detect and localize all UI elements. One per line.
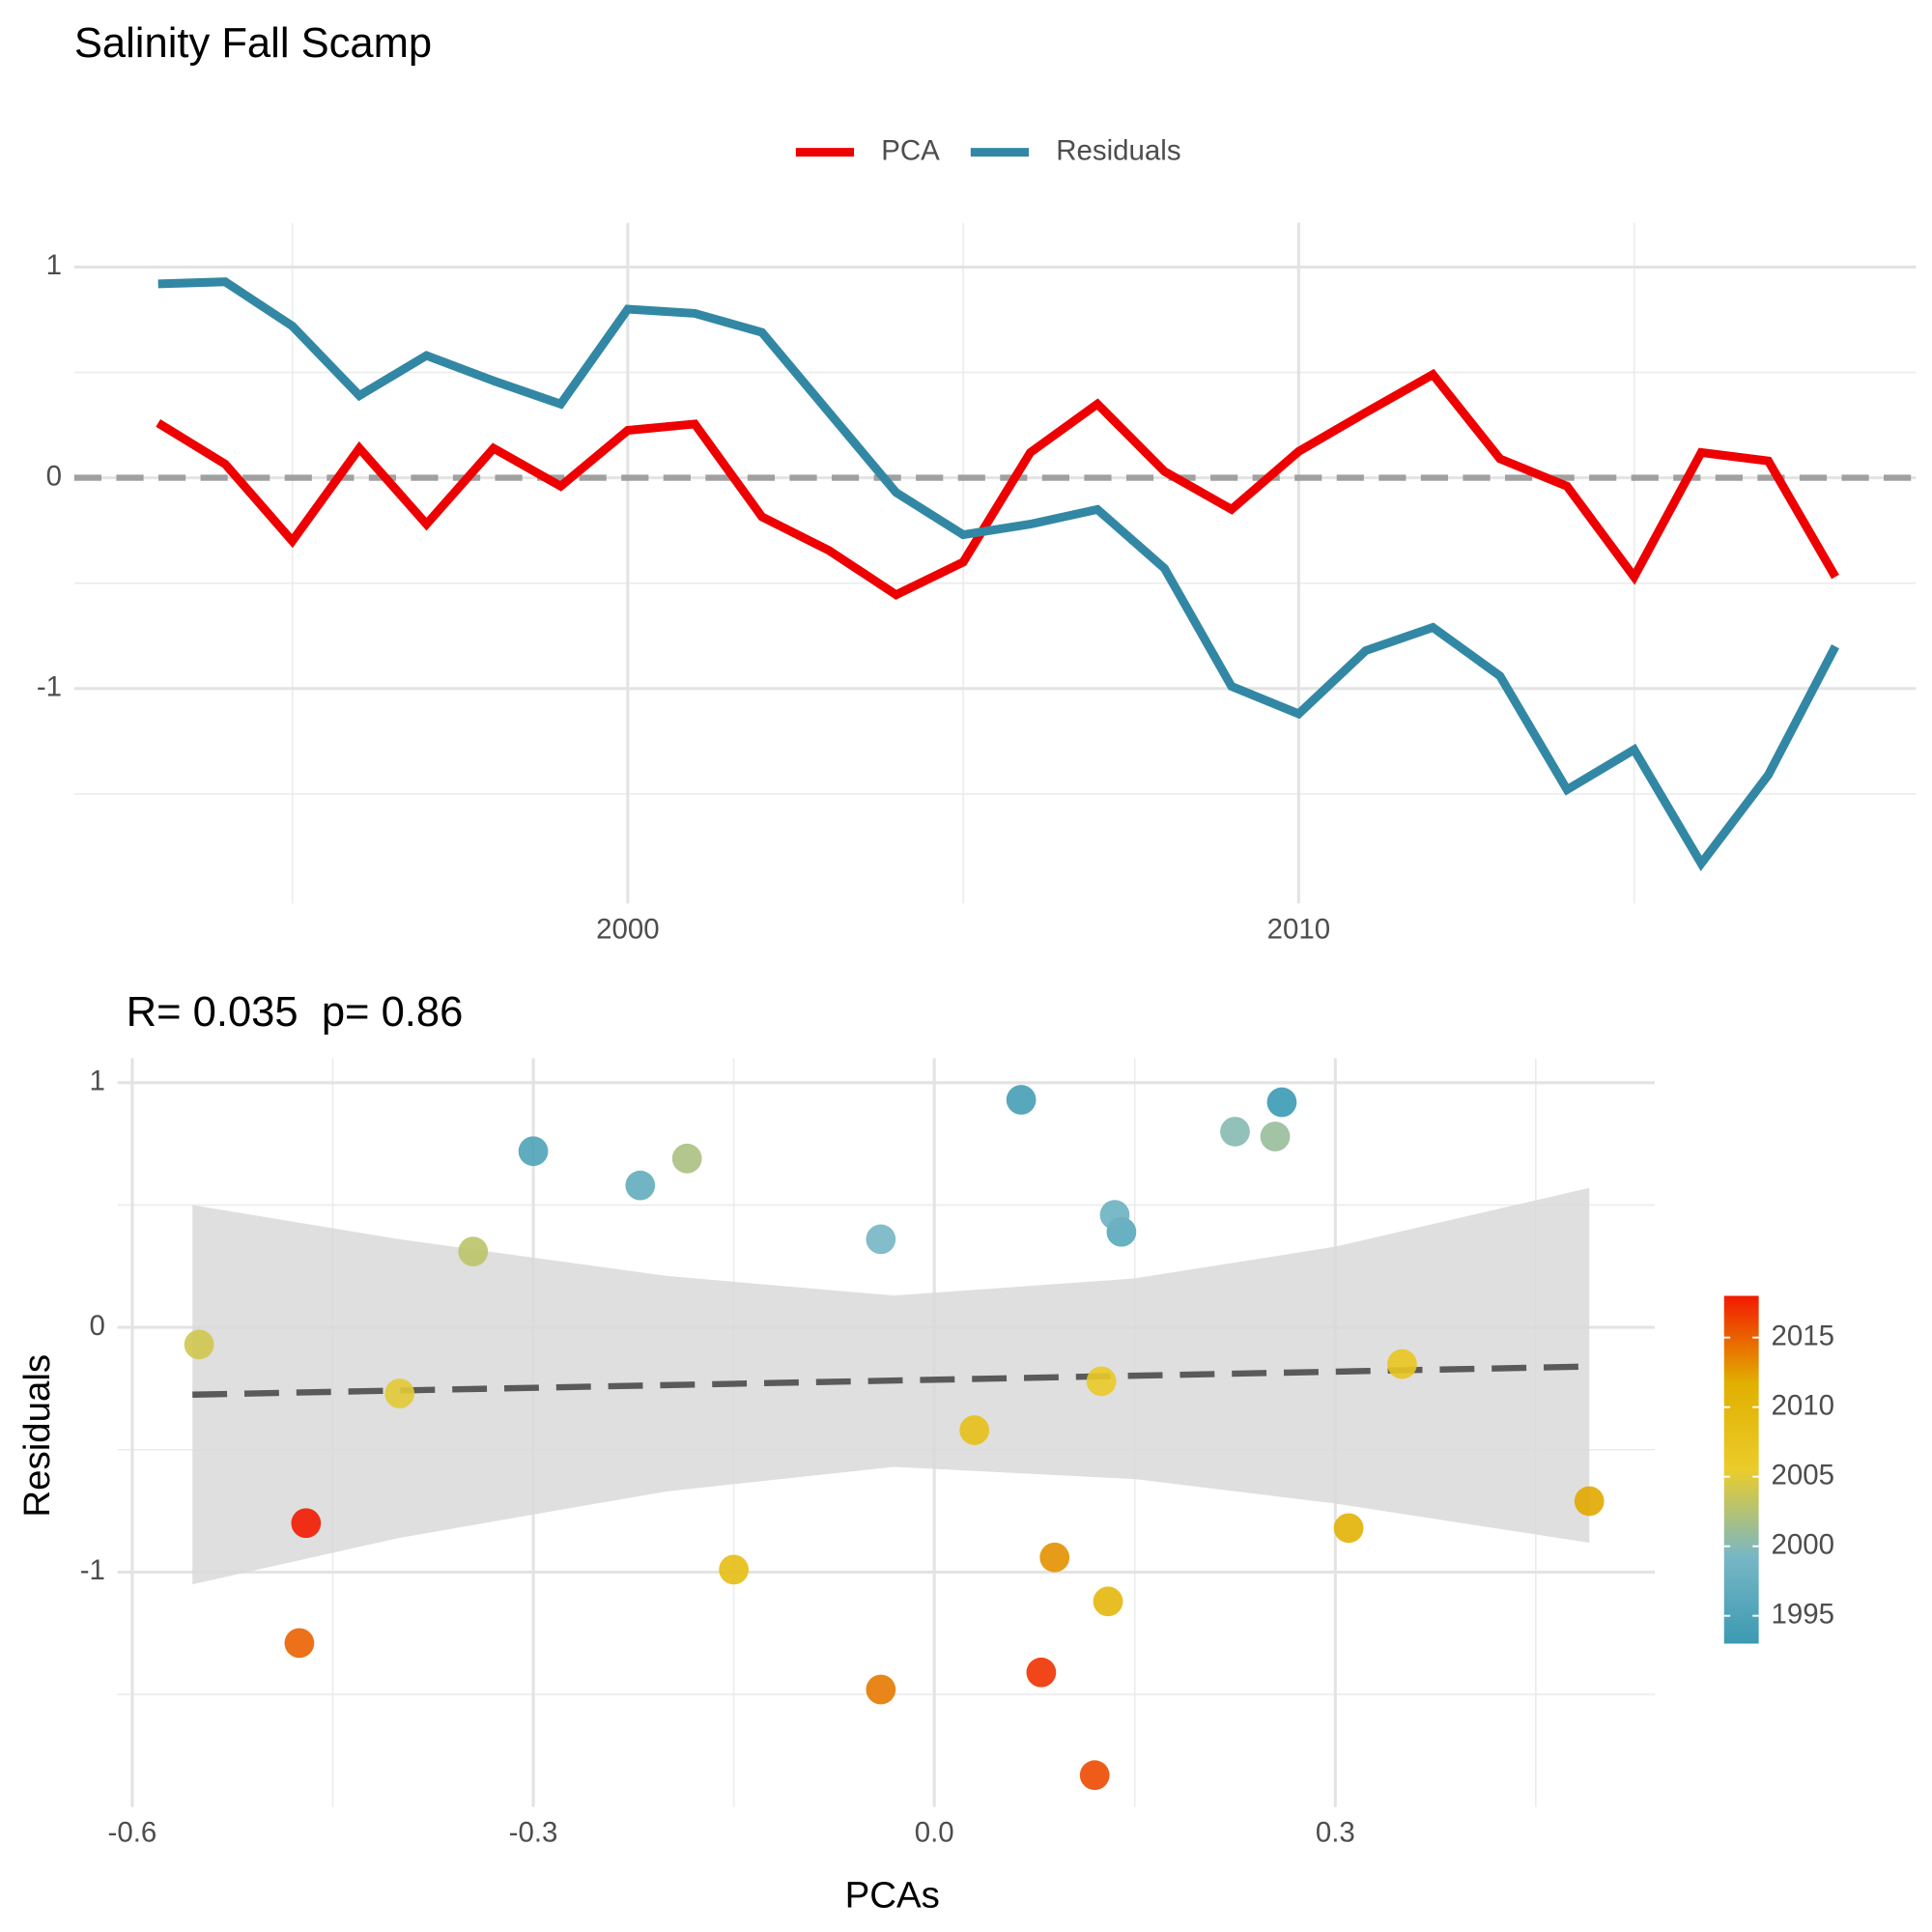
colorbar-label: 1995	[1771, 1598, 1834, 1630]
y-tick-label: 1	[90, 1065, 105, 1097]
y-tick-label: -1	[37, 671, 62, 703]
legend-label: Residuals	[1056, 134, 1180, 166]
x-tick-label: -0.3	[509, 1817, 558, 1849]
scatter-point	[1333, 1513, 1364, 1544]
y-axis-title: Residuals	[16, 1354, 58, 1518]
data-line	[157, 277, 1839, 871]
scatter-point	[384, 1378, 415, 1408]
x-tick-label: 2010	[1267, 913, 1331, 945]
x-tick-label: 0.3	[1316, 1817, 1355, 1849]
scatter-point	[866, 1674, 896, 1705]
scatter-point	[458, 1236, 489, 1266]
scatter-point	[184, 1329, 214, 1360]
scatter-point	[1079, 1760, 1110, 1791]
scatter-point	[1026, 1657, 1057, 1688]
y-tick-label: 0	[46, 460, 62, 492]
scatter-point	[284, 1628, 315, 1659]
colorbar-label: 2000	[1771, 1528, 1834, 1560]
y-tick-label: -1	[80, 1554, 105, 1586]
data-line	[156, 368, 1839, 600]
scatter-point	[1006, 1085, 1037, 1115]
scatter-point	[625, 1170, 656, 1201]
scatter-point	[1574, 1486, 1605, 1517]
scatter-point	[866, 1224, 896, 1255]
legend-label: PCA	[881, 134, 940, 166]
colorbar-label: 2010	[1771, 1389, 1834, 1421]
colorbar-label: 2005	[1771, 1459, 1834, 1491]
x-tick-label: -0.6	[108, 1817, 157, 1849]
scatter-point	[1387, 1349, 1417, 1379]
scatter-point	[1086, 1366, 1117, 1397]
colorbar	[1723, 1295, 1759, 1644]
scatter-point	[671, 1143, 702, 1174]
y-tick-label: 1	[46, 249, 62, 281]
scatter-point	[1039, 1542, 1070, 1573]
scatter-point	[291, 1508, 322, 1539]
scatter-point	[1266, 1087, 1297, 1118]
fit-line	[192, 1363, 1590, 1398]
scatter-point	[1099, 1200, 1130, 1230]
x-tick-label: 0.0	[915, 1817, 954, 1849]
colorbar-label: 2015	[1771, 1320, 1834, 1351]
confidence-band	[192, 1187, 1590, 1585]
x-tick-label: 2000	[596, 913, 660, 945]
x-axis-title: PCAs	[845, 1874, 940, 1916]
chart-subtitle: R= 0.035 p= 0.86	[127, 989, 464, 1036]
scatter-point	[1093, 1586, 1123, 1617]
scatter-point	[719, 1554, 749, 1585]
y-tick-label: 0	[90, 1310, 105, 1342]
scatter-point	[1260, 1122, 1291, 1151]
scatter-point	[1220, 1117, 1250, 1147]
scatter-point	[959, 1415, 990, 1445]
scatter-point	[518, 1136, 549, 1167]
chart-title: Salinity Fall Scamp	[74, 20, 432, 67]
